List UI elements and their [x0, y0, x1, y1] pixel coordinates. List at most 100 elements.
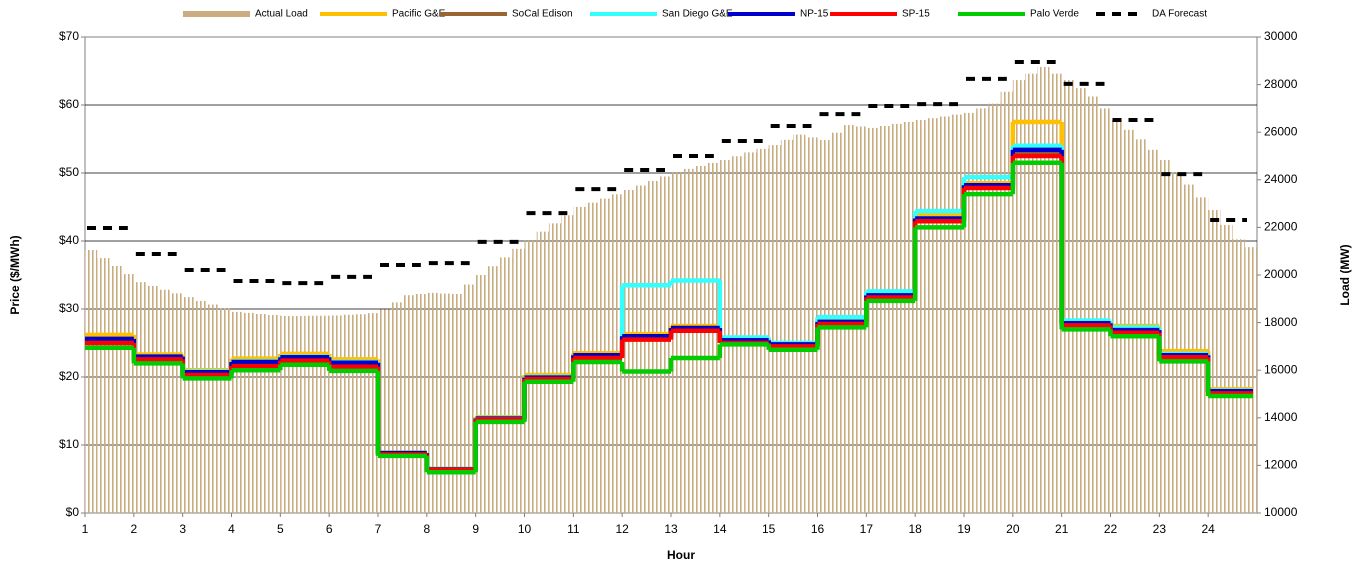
y-tick-label: $20	[59, 369, 79, 383]
load-bar	[414, 294, 427, 513]
x-tick-label: 22	[1104, 522, 1118, 536]
load-bar	[744, 152, 757, 513]
load-bar	[158, 289, 171, 513]
load-bar	[487, 266, 501, 513]
load-bar	[475, 275, 488, 513]
load-bar	[561, 215, 574, 513]
load-bar	[793, 134, 806, 513]
load-bar	[1012, 80, 1026, 513]
load-bar	[622, 190, 635, 513]
legend-label: NP-15	[800, 9, 829, 20]
load-bar	[512, 248, 525, 513]
x-tick-label: 2	[130, 522, 137, 536]
load-bar	[634, 185, 647, 513]
load-bar	[109, 265, 122, 513]
load-bar	[756, 148, 769, 514]
x-tick-label: 15	[762, 522, 776, 536]
load-bar	[353, 314, 366, 513]
y-axis-title: Price ($/MWh)	[8, 235, 22, 314]
load-bar	[805, 137, 818, 513]
y2-axis-title: Load (MW)	[1338, 244, 1352, 305]
x-tick-label: 20	[1006, 522, 1020, 536]
load-bar	[316, 315, 330, 513]
legend-label: Actual Load	[255, 9, 308, 20]
load-bar	[378, 309, 391, 513]
load-bar	[390, 302, 403, 513]
load-bar	[1159, 160, 1172, 513]
load-bar	[1122, 129, 1135, 513]
load-bar	[780, 139, 794, 514]
y-tick-label: $30	[59, 301, 79, 315]
load-bar	[243, 312, 256, 513]
load-bar	[548, 223, 562, 513]
y2-tick-label: 14000	[1264, 410, 1298, 424]
load-bar	[683, 168, 696, 514]
load-bar	[426, 292, 440, 513]
load-bar	[1183, 184, 1196, 513]
load-bar	[878, 126, 891, 514]
y-tick-label: $0	[66, 505, 80, 519]
load-bar	[500, 257, 513, 513]
y-tick-label: $70	[59, 29, 79, 43]
load-bar	[890, 123, 903, 514]
y2-tick-label: 20000	[1264, 267, 1298, 281]
load-bar	[451, 294, 464, 513]
x-tick-label: 3	[179, 522, 186, 536]
load-bar	[964, 112, 977, 513]
x-tick-label: 19	[957, 522, 971, 536]
x-tick-label: 10	[518, 522, 532, 536]
x-tick-label: 13	[664, 522, 678, 536]
load-bar	[1049, 73, 1062, 513]
load-bar	[732, 156, 745, 513]
load-bar	[988, 103, 1001, 513]
load-bar	[866, 127, 879, 513]
x-tick-label: 7	[375, 522, 382, 536]
load-bar	[463, 284, 476, 513]
load-bar	[951, 114, 964, 513]
load-bar	[1000, 91, 1013, 514]
load-bar	[207, 304, 220, 513]
y2-tick-label: 30000	[1264, 29, 1298, 43]
load-bar	[402, 295, 415, 513]
y2-tick-label: 16000	[1264, 362, 1298, 376]
load-bar	[133, 282, 147, 513]
x-tick-label: 17	[860, 522, 874, 536]
load-bar	[255, 314, 269, 513]
y2-tick-label: 12000	[1264, 458, 1298, 472]
x-tick-label: 12	[615, 522, 629, 536]
load-bar	[658, 176, 671, 513]
load-bar	[976, 108, 989, 514]
load-bar	[1098, 108, 1111, 514]
load-bar	[439, 293, 452, 513]
load-bar	[1086, 96, 1099, 513]
load-bar	[280, 315, 293, 513]
load-bar	[182, 297, 195, 513]
load-bar	[194, 300, 208, 513]
load-bar	[85, 250, 98, 513]
load-bar	[939, 116, 952, 513]
load-bar	[292, 315, 305, 513]
legend-label: San Diego G&E	[662, 9, 733, 20]
y-tick-label: $40	[59, 233, 79, 247]
load-bar	[219, 308, 232, 513]
x-tick-label: 8	[423, 522, 430, 536]
x-tick-label: 16	[811, 522, 825, 536]
legend-label: SP-15	[902, 9, 930, 20]
load-bar	[1073, 88, 1087, 514]
y-tick-label: $50	[59, 165, 79, 179]
y2-tick-label: 22000	[1264, 220, 1298, 234]
y2-tick-label: 24000	[1264, 172, 1298, 186]
load-bar	[341, 314, 354, 513]
load-bar	[1110, 120, 1123, 513]
load-bar	[1208, 210, 1221, 513]
load-bar	[1061, 80, 1074, 513]
load-bar	[927, 118, 940, 514]
load-bar	[1171, 172, 1184, 513]
legend-label: Palo Verde	[1030, 9, 1079, 20]
load-bar	[902, 121, 916, 513]
load-bar	[1037, 66, 1050, 513]
load-bar	[695, 165, 708, 513]
x-tick-label: 9	[472, 522, 479, 536]
load-bar	[1220, 225, 1233, 513]
